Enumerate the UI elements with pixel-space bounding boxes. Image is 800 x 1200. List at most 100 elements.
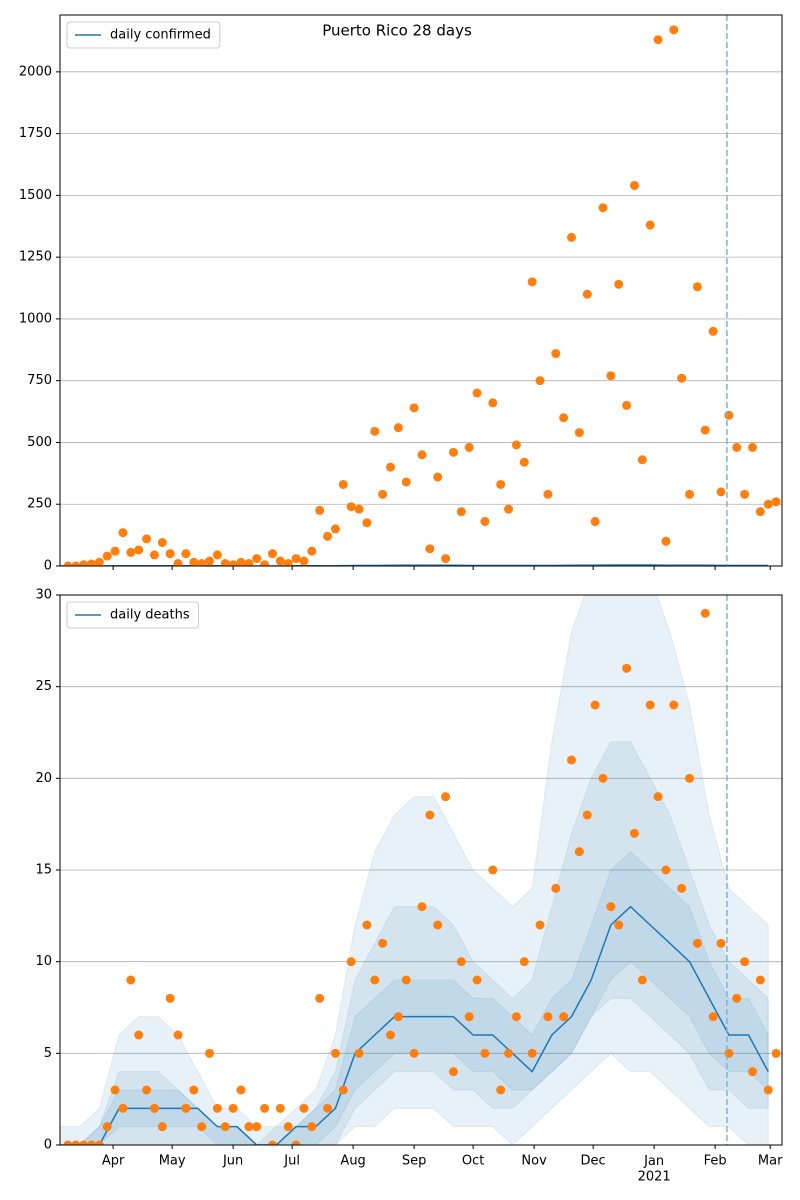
point — [378, 938, 388, 948]
point — [472, 388, 482, 398]
point — [425, 544, 435, 554]
y-tick-label: 250 — [27, 497, 52, 512]
band — [60, 741, 769, 1145]
plot-area — [60, 25, 781, 566]
point — [370, 975, 380, 985]
point — [307, 546, 317, 556]
point — [252, 554, 262, 564]
point — [747, 1067, 757, 1077]
point — [236, 557, 246, 566]
axes-frame — [59, 594, 783, 1146]
point — [157, 538, 167, 548]
x-tick-label: May — [159, 1154, 186, 1169]
legend-box — [66, 21, 221, 49]
point — [94, 557, 104, 566]
point — [464, 442, 474, 452]
x-tick-label: Apr — [102, 1154, 125, 1169]
point — [590, 517, 600, 527]
point — [771, 497, 781, 507]
point — [118, 1103, 128, 1113]
point — [504, 504, 514, 514]
point — [708, 1012, 718, 1022]
point — [566, 755, 576, 765]
y-tick-label: 15 — [35, 863, 52, 878]
point — [275, 556, 285, 566]
y-tick-label: 1750 — [19, 126, 52, 141]
point — [574, 428, 584, 438]
point — [504, 1048, 514, 1058]
point — [771, 1048, 781, 1058]
point — [401, 477, 411, 487]
point — [645, 220, 655, 230]
point — [519, 957, 529, 967]
point — [574, 847, 584, 857]
point — [606, 902, 616, 912]
point — [86, 559, 96, 566]
axes-frame — [59, 14, 783, 567]
point — [637, 455, 647, 465]
point — [275, 1103, 285, 1113]
point — [181, 1103, 191, 1113]
point — [212, 550, 222, 560]
point — [409, 403, 419, 413]
point — [464, 1012, 474, 1022]
point — [157, 1122, 167, 1132]
point — [692, 282, 702, 292]
point — [362, 920, 372, 930]
point — [94, 1140, 104, 1145]
point — [236, 1085, 246, 1095]
point — [393, 1012, 403, 1022]
point — [669, 25, 679, 35]
point — [661, 536, 671, 546]
point — [393, 423, 403, 433]
point — [110, 546, 120, 556]
y-tick-label: 1500 — [19, 188, 52, 203]
point — [488, 865, 498, 875]
y-tick-label: 1250 — [19, 250, 52, 265]
point — [425, 810, 435, 820]
point — [763, 1085, 773, 1095]
point — [142, 1085, 152, 1095]
point — [456, 957, 466, 967]
point — [606, 371, 616, 381]
point — [456, 507, 466, 517]
point — [189, 557, 199, 566]
x-tick-label: Nov — [521, 1154, 547, 1169]
point — [173, 1030, 183, 1040]
point — [79, 1140, 89, 1145]
point — [700, 608, 710, 618]
point — [212, 1103, 222, 1113]
point — [755, 507, 765, 517]
x-tick-label: Jun — [222, 1154, 243, 1169]
point — [149, 550, 159, 560]
point — [244, 1122, 254, 1132]
point — [472, 975, 482, 985]
point — [747, 442, 757, 452]
point — [488, 398, 498, 408]
line — [60, 905, 769, 1145]
point — [323, 1103, 333, 1113]
point — [551, 349, 561, 359]
point — [724, 410, 734, 420]
y-tick-label: 20 — [35, 771, 52, 786]
x-tick-label: Jul — [283, 1154, 300, 1169]
legend-label: daily deaths — [110, 608, 190, 623]
legend-box — [66, 601, 200, 629]
legend-label: daily confirmed — [110, 28, 211, 43]
point — [511, 1012, 521, 1022]
y-tick-label: 25 — [35, 679, 52, 694]
y-tick-label: 10 — [35, 954, 52, 969]
point — [338, 1085, 348, 1095]
y-tick-label: 2000 — [19, 64, 52, 79]
point — [291, 1140, 301, 1145]
point — [448, 1067, 458, 1077]
point — [315, 505, 325, 515]
point — [252, 1122, 262, 1132]
point — [661, 865, 671, 875]
point — [433, 920, 443, 930]
point — [79, 560, 89, 566]
x-tick-label: Sep — [402, 1154, 427, 1169]
point — [386, 462, 396, 472]
point — [622, 400, 632, 410]
point — [700, 425, 710, 435]
